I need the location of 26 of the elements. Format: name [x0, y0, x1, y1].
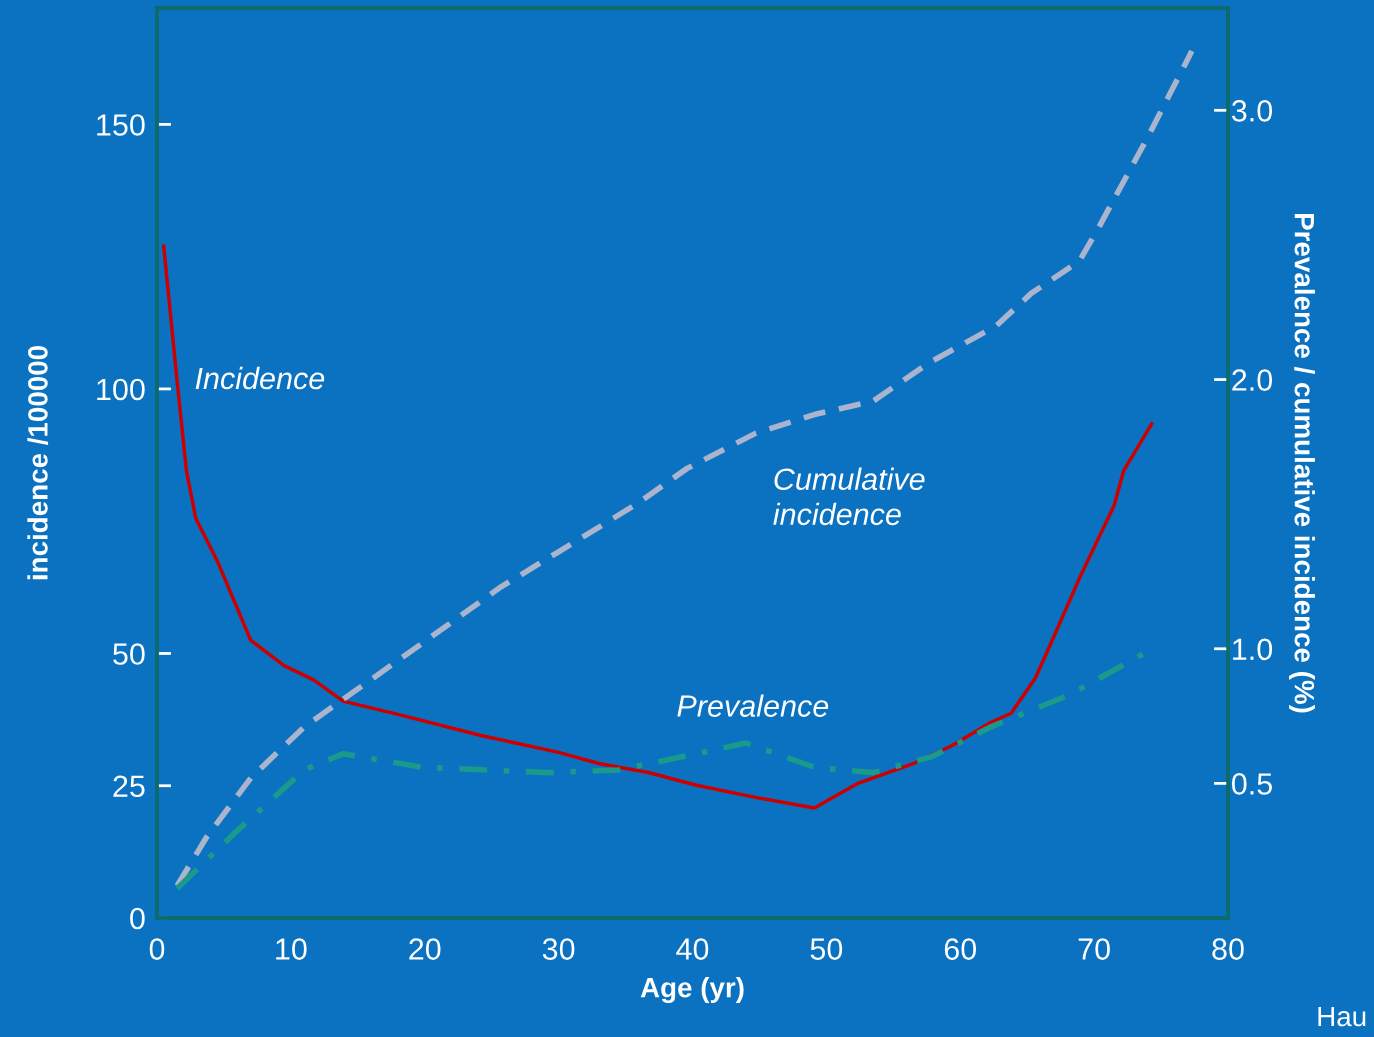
y-tick-label: 25: [113, 775, 145, 798]
y2-tick-label: 1.0: [1233, 638, 1273, 661]
x-axis-title: Age (yr): [640, 977, 744, 1004]
x-tick-label: 40: [676, 938, 709, 960]
y-tick-label: 150: [97, 114, 145, 136]
x-tick-label: 60: [944, 938, 977, 960]
y-tick-label: 100: [97, 378, 145, 401]
y-tick-label: 50: [113, 643, 145, 665]
x-tick-label: 80: [1212, 938, 1244, 960]
y2-tick-label: 2.0: [1232, 369, 1273, 391]
series-label: Incidence: [195, 366, 325, 390]
y-tick-label: 0: [130, 907, 145, 930]
x-tick-label: 10: [276, 938, 307, 960]
y2-tick-label: 0.5: [1231, 773, 1272, 795]
x-tick-label: 20: [409, 938, 441, 960]
y2-tick-label: 3.0: [1231, 100, 1273, 122]
text: Hau: [1318, 1006, 1366, 1027]
series-label: Prevalence: [677, 694, 829, 717]
series-label: Cumulative incidence: [773, 467, 925, 526]
y2-axis-title: Prevalence / cumulative incidence (%): [1289, 214, 1315, 713]
x-tick-label: 50: [810, 938, 843, 960]
x-tick-label: 70: [1078, 938, 1110, 960]
x-tick-label: 0: [149, 938, 165, 960]
y-axis-title: incidence /100000: [27, 346, 49, 580]
line-series: [161, 244, 1154, 810]
x-tick-label: 30: [542, 938, 575, 960]
